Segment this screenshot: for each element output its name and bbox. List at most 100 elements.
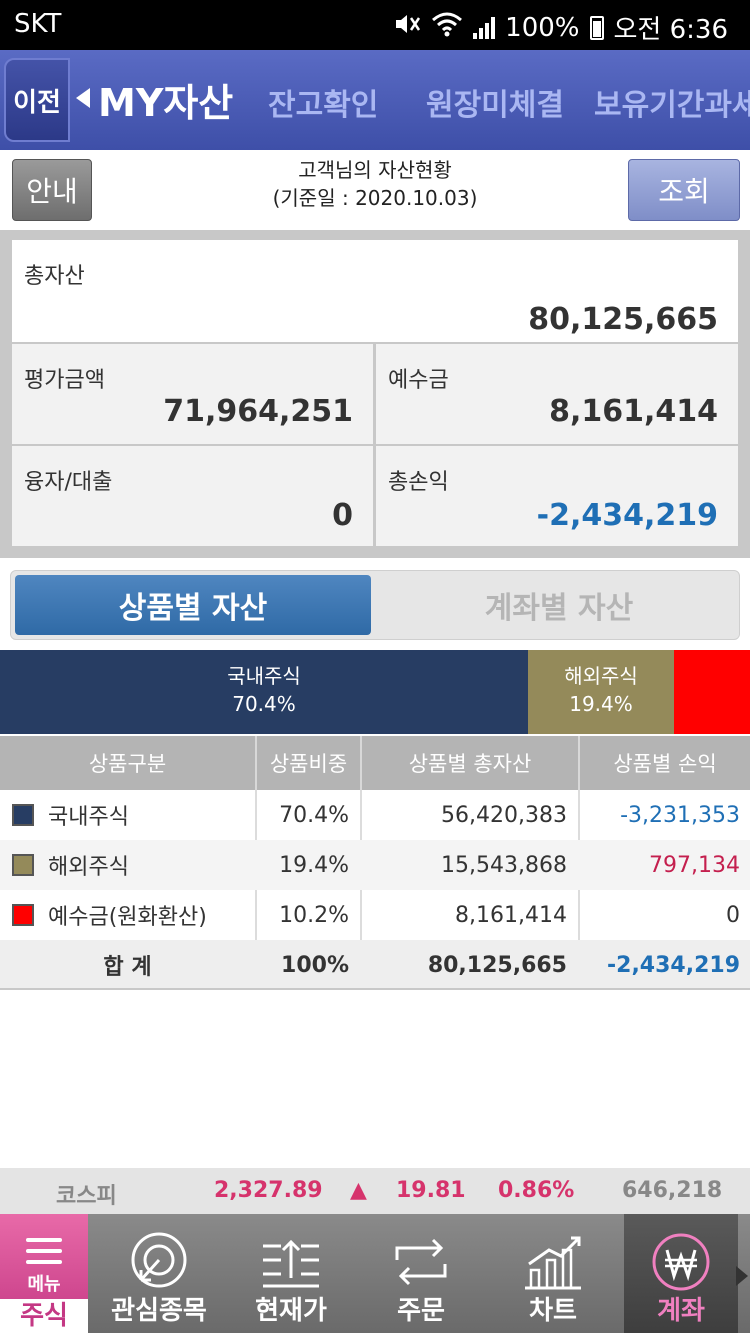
- heading-title: 고객님의 자산현황: [298, 158, 452, 182]
- by-account-tab[interactable]: 계좌별 자산: [484, 591, 634, 626]
- valuation-value: 71,964,251: [163, 394, 353, 429]
- nav-stock-menu[interactable]: 메뉴 주식: [0, 1214, 88, 1333]
- bottom-navigation: 메뉴 주식 관심종목 현재가 주문 차트 계좌: [0, 1214, 750, 1333]
- total-pnl-value: -2,434,219: [536, 498, 718, 533]
- total-pnl-cell: 총손익 -2,434,219: [376, 446, 738, 546]
- won-icon: [652, 1233, 710, 1291]
- up-arrow-icon: ▲: [350, 1178, 367, 1203]
- signal-icon: [473, 16, 496, 39]
- wifi-icon: [431, 11, 463, 44]
- index-value: 2,327.89: [214, 1178, 323, 1203]
- base-date: (기준일 : 2020.10.03): [272, 186, 478, 210]
- index-change: 19.81: [396, 1178, 466, 1203]
- nav-account[interactable]: 계좌: [624, 1214, 738, 1333]
- tab-holding-period-tax[interactable]: 보유기간과세: [594, 88, 750, 123]
- clock: 오전 6:36: [613, 15, 729, 45]
- header-weight: 상품비중: [269, 752, 348, 776]
- valuation-label: 평가금액: [24, 368, 105, 393]
- chart-icon: [525, 1236, 581, 1290]
- nav-watchlist[interactable]: 관심종목: [94, 1214, 224, 1333]
- header-total-assets: 상품별 총자산: [408, 752, 532, 776]
- total-assets-value: 80,125,665: [528, 302, 718, 337]
- nav-order[interactable]: 주문: [356, 1214, 486, 1333]
- nav-label: 주문: [397, 1296, 445, 1326]
- loan-cell: 융자/대출 0: [12, 446, 373, 546]
- segment-percent: 70.4%: [232, 692, 296, 716]
- battery-icon: [589, 15, 604, 40]
- column-divider: [360, 790, 362, 990]
- nav-label: 현재가: [255, 1296, 327, 1326]
- total-assets: 80,125,665: [427, 952, 567, 978]
- menu-label: 메뉴: [27, 1274, 61, 1295]
- total-pnl-label: 총손익: [388, 470, 449, 495]
- index-ticker[interactable]: 코스피 2,327.89 ▲ 19.81 0.86% 646,218: [0, 1168, 750, 1214]
- nav-label: 주식: [0, 1299, 88, 1333]
- watchlist-icon: [131, 1232, 187, 1288]
- allocation-segment[interactable]: [674, 650, 750, 734]
- swatch-domestic: [12, 804, 34, 826]
- row-weight: 19.4%: [279, 852, 349, 878]
- header-divider: [578, 736, 580, 790]
- nav-chart[interactable]: 차트: [488, 1214, 618, 1333]
- loan-value: 0: [332, 498, 353, 533]
- nav-label: 관심종목: [111, 1296, 207, 1326]
- segment-name: 국내주식: [227, 664, 301, 688]
- row-assets: 56,420,383: [441, 802, 567, 828]
- row-name: 예수금(원화환산): [48, 905, 207, 930]
- segment-percent: 19.4%: [569, 692, 633, 716]
- back-arrow-icon: [76, 88, 90, 108]
- row-weight: 10.2%: [279, 902, 349, 928]
- tab-balance-check[interactable]: 잔고확인: [268, 88, 379, 123]
- allocation-segment[interactable]: 국내주식 70.4%: [0, 650, 528, 734]
- index-volume: 646,218: [622, 1178, 723, 1203]
- allocation-bar: 국내주식 70.4% 해외주식 19.4%: [0, 650, 750, 734]
- battery-percent: 100%: [505, 12, 580, 43]
- total-label: 합 계: [103, 955, 152, 980]
- table-row-total: 합 계 100% 80,125,665 -2,434,219: [0, 940, 750, 990]
- guide-button[interactable]: 안내: [12, 159, 92, 221]
- status-icons: 100% 오전 6:36: [393, 9, 728, 46]
- nav-scroll-right-icon[interactable]: [736, 1266, 748, 1286]
- deposit-value: 8,161,414: [549, 394, 718, 429]
- asset-view-toggle: 상품별 자산 계좌별 자산: [10, 570, 740, 640]
- row-pnl: 0: [726, 902, 740, 928]
- nav-label: 차트: [529, 1296, 577, 1326]
- row-assets: 15,543,868: [441, 852, 567, 878]
- price-icon: [263, 1239, 319, 1288]
- row-pnl: -3,231,353: [620, 802, 740, 828]
- total-pnl: -2,434,219: [607, 952, 740, 978]
- query-button[interactable]: 조회: [628, 159, 740, 221]
- table-row-foreign-stock[interactable]: 해외주식 19.4% 15,543,868 797,134: [0, 840, 750, 890]
- row-weight: 70.4%: [279, 802, 349, 828]
- table-row-domestic-stock[interactable]: 국내주식 70.4% 56,420,383 -3,231,353: [0, 790, 750, 840]
- deposit-cell: 예수금 8,161,414: [376, 344, 738, 444]
- header-product-type: 상품구분: [88, 752, 167, 776]
- asset-summary: 총자산 80,125,665 평가금액 71,964,251 예수금 8,161…: [0, 230, 750, 558]
- header-divider: [255, 736, 257, 790]
- deposit-label: 예수금: [388, 368, 449, 393]
- info-bar: 안내 고객님의 자산현황 (기준일 : 2020.10.03) 조회: [0, 150, 750, 230]
- row-name: 국내주식: [48, 805, 129, 830]
- row-assets: 8,161,414: [455, 902, 567, 928]
- index-name: 코스피: [56, 1184, 117, 1209]
- table-header: 상품구분 상품비중 상품별 총자산 상품별 손익: [0, 736, 750, 790]
- carrier-label: SKT: [14, 9, 62, 39]
- nav-label: 계좌: [657, 1296, 705, 1326]
- tab-unsettled-ledger[interactable]: 원장미체결: [426, 88, 564, 123]
- total-assets-cell: 총자산 80,125,665: [12, 240, 738, 342]
- swatch-deposit: [12, 904, 34, 926]
- nav-current-price[interactable]: 현재가: [226, 1214, 356, 1333]
- table-row-deposit[interactable]: 예수금(원화환산) 10.2% 8,161,414 0: [0, 890, 750, 940]
- loan-label: 융자/대출: [24, 470, 113, 495]
- by-product-tab[interactable]: 상품별 자산: [15, 575, 371, 635]
- total-weight: 100%: [281, 952, 349, 978]
- total-assets-label: 총자산: [24, 264, 85, 289]
- app-header: 이전 MY자산 잔고확인 원장미체결 보유기간과세: [0, 50, 750, 150]
- index-change-pct: 0.86%: [498, 1178, 575, 1203]
- swatch-foreign: [12, 854, 34, 876]
- header-divider: [360, 736, 362, 790]
- row-name: 해외주식: [48, 855, 129, 880]
- back-button[interactable]: 이전: [4, 58, 70, 142]
- allocation-segment[interactable]: 해외주식 19.4%: [528, 650, 674, 734]
- status-bar: SKT 100% 오전 6:36: [0, 0, 750, 50]
